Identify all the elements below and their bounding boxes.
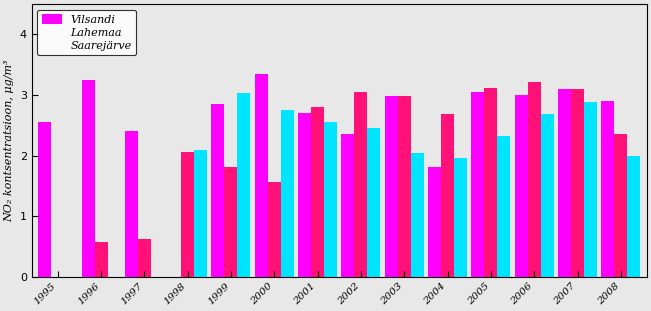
Bar [385, 96, 398, 277]
Bar [628, 156, 641, 277]
Y-axis label: NO₂ kontsentratsioon, μg/m³: NO₂ kontsentratsioon, μg/m³ [4, 59, 14, 222]
Bar [268, 182, 281, 277]
Bar [615, 134, 628, 277]
Bar [584, 102, 597, 277]
Bar [497, 136, 510, 277]
Bar [324, 122, 337, 277]
Bar [181, 152, 194, 277]
Bar [571, 89, 584, 277]
Bar [367, 128, 380, 277]
Bar [471, 92, 484, 277]
Bar [281, 109, 294, 277]
Bar [298, 113, 311, 277]
Bar [354, 92, 367, 277]
Bar [81, 80, 94, 277]
Bar [238, 93, 251, 277]
Bar [428, 167, 441, 277]
Bar [484, 88, 497, 277]
Bar [38, 122, 51, 277]
Bar [602, 101, 615, 277]
Bar [125, 132, 138, 277]
Bar [225, 167, 238, 277]
Bar [441, 114, 454, 277]
Bar [515, 95, 528, 277]
Bar [94, 242, 107, 277]
Bar [138, 239, 151, 277]
Legend: Vilsandi, Lahemaa, Saarejärve: Vilsandi, Lahemaa, Saarejärve [37, 10, 136, 55]
Bar [194, 150, 207, 277]
Bar [558, 89, 571, 277]
Bar [411, 153, 424, 277]
Bar [398, 96, 411, 277]
Bar [541, 114, 554, 277]
Bar [528, 82, 541, 277]
Bar [454, 158, 467, 277]
Bar [212, 104, 225, 277]
Bar [341, 134, 354, 277]
Bar [255, 74, 268, 277]
Bar [311, 107, 324, 277]
